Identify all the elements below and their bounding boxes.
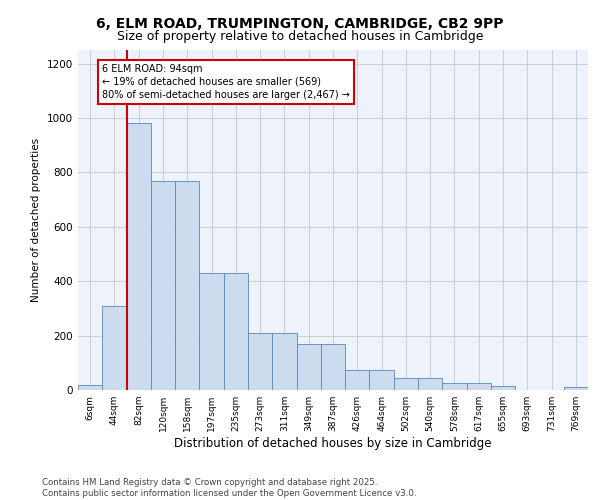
- X-axis label: Distribution of detached houses by size in Cambridge: Distribution of detached houses by size …: [174, 437, 492, 450]
- Bar: [418, 378, 442, 390]
- Bar: [564, 388, 588, 390]
- Text: 6, ELM ROAD, TRUMPINGTON, CAMBRIDGE, CB2 9PP: 6, ELM ROAD, TRUMPINGTON, CAMBRIDGE, CB2…: [96, 18, 504, 32]
- Bar: [127, 124, 151, 390]
- Bar: [491, 386, 515, 390]
- Bar: [175, 180, 199, 390]
- Text: 6 ELM ROAD: 94sqm
← 19% of detached houses are smaller (569)
80% of semi-detache: 6 ELM ROAD: 94sqm ← 19% of detached hous…: [102, 64, 350, 100]
- Y-axis label: Number of detached properties: Number of detached properties: [31, 138, 41, 302]
- Bar: [102, 306, 127, 390]
- Bar: [199, 273, 224, 390]
- Bar: [345, 370, 370, 390]
- Bar: [224, 273, 248, 390]
- Bar: [151, 180, 175, 390]
- Bar: [442, 383, 467, 390]
- Bar: [370, 370, 394, 390]
- Bar: [321, 344, 345, 390]
- Bar: [467, 383, 491, 390]
- Bar: [296, 344, 321, 390]
- Bar: [78, 384, 102, 390]
- Text: Size of property relative to detached houses in Cambridge: Size of property relative to detached ho…: [117, 30, 483, 43]
- Text: Contains HM Land Registry data © Crown copyright and database right 2025.
Contai: Contains HM Land Registry data © Crown c…: [42, 478, 416, 498]
- Bar: [394, 378, 418, 390]
- Bar: [248, 333, 272, 390]
- Bar: [272, 333, 296, 390]
